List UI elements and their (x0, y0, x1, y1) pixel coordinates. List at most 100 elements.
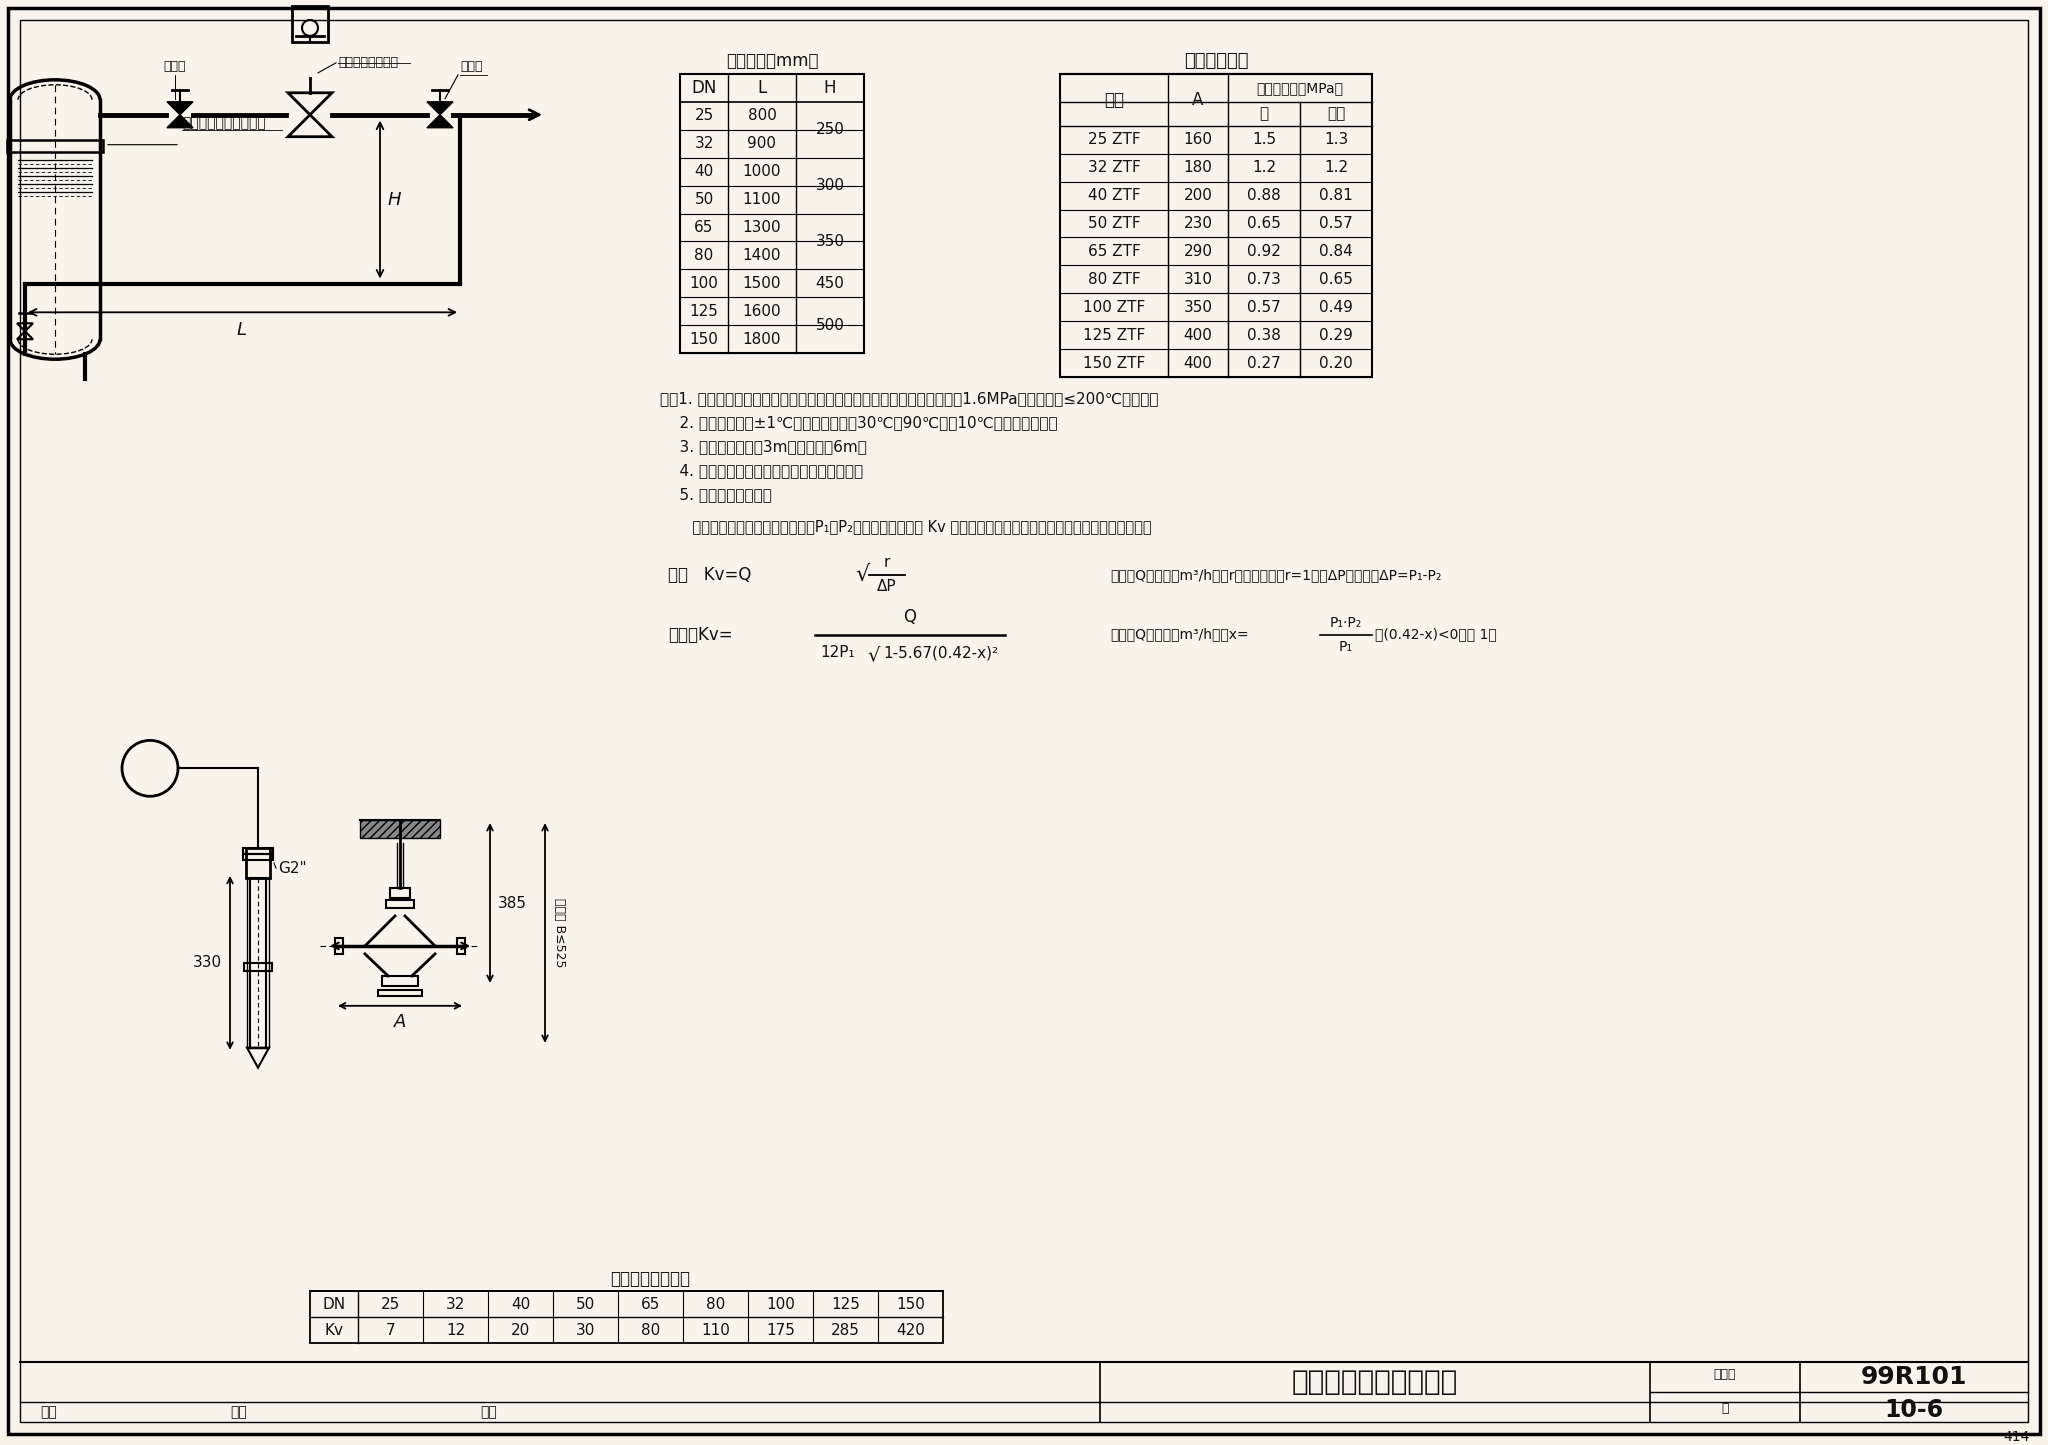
Text: 40: 40 (694, 165, 713, 179)
Text: 32: 32 (694, 136, 713, 152)
Text: 100 ZTF: 100 ZTF (1083, 299, 1145, 315)
Text: 阀允许压差（MPa）: 阀允许压差（MPa） (1257, 81, 1343, 95)
Text: 50 ZTF: 50 ZTF (1087, 215, 1141, 231)
Text: 7: 7 (385, 1322, 395, 1338)
Text: DN: DN (322, 1296, 346, 1312)
Bar (244, 962, 272, 971)
Bar (680, 74, 864, 353)
Text: 安装尺寸（mm）: 安装尺寸（mm） (725, 52, 819, 69)
Text: 0.49: 0.49 (1319, 299, 1354, 315)
Text: 1.2: 1.2 (1323, 160, 1348, 175)
Text: 自力式温度调节阀: 自力式温度调节阀 (338, 56, 397, 69)
Text: 10-6: 10-6 (1884, 1397, 1944, 1422)
Bar (246, 848, 270, 879)
Text: 330: 330 (193, 955, 221, 971)
Bar (360, 821, 440, 838)
Text: 25: 25 (381, 1296, 399, 1312)
Polygon shape (426, 114, 453, 127)
Text: √: √ (866, 644, 879, 665)
Text: 蒸汽: 蒸汽 (1327, 107, 1346, 121)
Text: 65: 65 (694, 220, 713, 236)
Polygon shape (168, 114, 193, 127)
Text: 截止阀: 截止阀 (164, 61, 186, 74)
Text: 450: 450 (815, 276, 844, 290)
Text: Q: Q (903, 608, 918, 626)
Text: 0.57: 0.57 (1247, 299, 1280, 315)
Text: 125: 125 (831, 1296, 860, 1312)
Text: 0.38: 0.38 (1247, 328, 1280, 342)
Bar (385, 900, 414, 907)
Text: 65 ZTF: 65 ZTF (1087, 244, 1141, 259)
Text: H: H (823, 79, 836, 97)
Text: 主要技术参数: 主要技术参数 (1184, 52, 1247, 69)
Text: 150 ZTF: 150 ZTF (1083, 355, 1145, 371)
Text: 1-5.67(0.42-x)²: 1-5.67(0.42-x)² (883, 644, 997, 660)
Text: 1.2: 1.2 (1251, 160, 1276, 175)
Text: 型号: 型号 (1104, 91, 1124, 108)
Text: 截止阀: 截止阀 (461, 61, 483, 74)
Text: 0.29: 0.29 (1319, 328, 1354, 342)
Text: 110: 110 (700, 1322, 729, 1338)
Text: 0.73: 0.73 (1247, 272, 1280, 288)
Bar (383, 975, 418, 985)
Text: 5. 调温阀选型计算：: 5. 调温阀选型计算： (659, 487, 772, 503)
Text: Kv: Kv (324, 1322, 344, 1338)
Text: H: H (387, 191, 401, 208)
Text: √: √ (854, 565, 868, 585)
Bar (457, 938, 465, 954)
Text: 水: 水 (1260, 107, 1268, 121)
Text: 1500: 1500 (743, 276, 780, 290)
Bar (309, 1292, 942, 1342)
Text: 自力式温度调节阀安装: 自力式温度调节阀安装 (1292, 1368, 1458, 1396)
Text: ；(0.42-x)<0时取 1。: ；(0.42-x)<0时取 1。 (1374, 627, 1497, 642)
Text: 0.65: 0.65 (1247, 215, 1280, 231)
Text: 调节时 B≤525: 调节时 B≤525 (553, 899, 565, 968)
Bar (1061, 74, 1372, 377)
Text: 900: 900 (748, 136, 776, 152)
Text: 230: 230 (1184, 215, 1212, 231)
Text: A: A (393, 1013, 406, 1030)
Bar (244, 848, 272, 854)
Text: ΔP: ΔP (877, 579, 897, 594)
Polygon shape (426, 101, 453, 114)
Text: 0.84: 0.84 (1319, 244, 1354, 259)
Text: G2": G2" (279, 861, 307, 876)
Text: 0.27: 0.27 (1247, 355, 1280, 371)
Text: 12P₁: 12P₁ (819, 644, 854, 660)
Text: 80: 80 (707, 1296, 725, 1312)
Text: 80: 80 (694, 249, 713, 263)
Text: 0.92: 0.92 (1247, 244, 1280, 259)
Text: 0.88: 0.88 (1247, 188, 1280, 204)
Bar (250, 879, 266, 1048)
Text: 180: 180 (1184, 160, 1212, 175)
Text: 99R101: 99R101 (1862, 1366, 1968, 1389)
Text: 385: 385 (498, 896, 526, 910)
Text: 285: 285 (831, 1322, 860, 1338)
Text: 150: 150 (897, 1296, 926, 1312)
Text: 800: 800 (748, 108, 776, 123)
Text: 图集号: 图集号 (1714, 1368, 1737, 1381)
Text: 500: 500 (815, 318, 844, 332)
Text: 式中：Q－流量（m³/h）；r－水的重度（r=1）；ΔP－压差，ΔP=P₁-P₂: 式中：Q－流量（m³/h）；r－水的重度（r=1）；ΔP－压差，ΔP=P₁-P₂ (1110, 568, 1442, 582)
Text: 414: 414 (2003, 1431, 2030, 1444)
Text: 水：   Kv=Q: 水： Kv=Q (668, 566, 752, 584)
Text: 200: 200 (1184, 188, 1212, 204)
Text: 1800: 1800 (743, 332, 780, 347)
Text: 1400: 1400 (743, 249, 780, 263)
Text: 40: 40 (510, 1296, 530, 1312)
Text: 32: 32 (446, 1296, 465, 1312)
Text: 式中：Q－流量（m³/h）；x=: 式中：Q－流量（m³/h）；x= (1110, 627, 1249, 642)
Text: 310: 310 (1184, 272, 1212, 288)
Text: 80 ZTF: 80 ZTF (1087, 272, 1141, 288)
Text: 审核: 审核 (41, 1405, 57, 1419)
Bar (244, 854, 272, 860)
Text: 4. 调温阀为常开式，热敏元件作用下关闭。: 4. 调温阀为常开式，热敏元件作用下关闭。 (659, 464, 862, 478)
Text: 150: 150 (690, 332, 719, 347)
Text: 蒸汽：Kv=: 蒸汽：Kv= (668, 626, 733, 643)
Text: 80: 80 (641, 1322, 659, 1338)
Text: 290: 290 (1184, 244, 1212, 259)
Text: 1000: 1000 (743, 165, 780, 179)
Text: 250: 250 (815, 123, 844, 137)
Text: 校对: 校对 (229, 1405, 246, 1419)
Text: 1.3: 1.3 (1323, 131, 1348, 147)
